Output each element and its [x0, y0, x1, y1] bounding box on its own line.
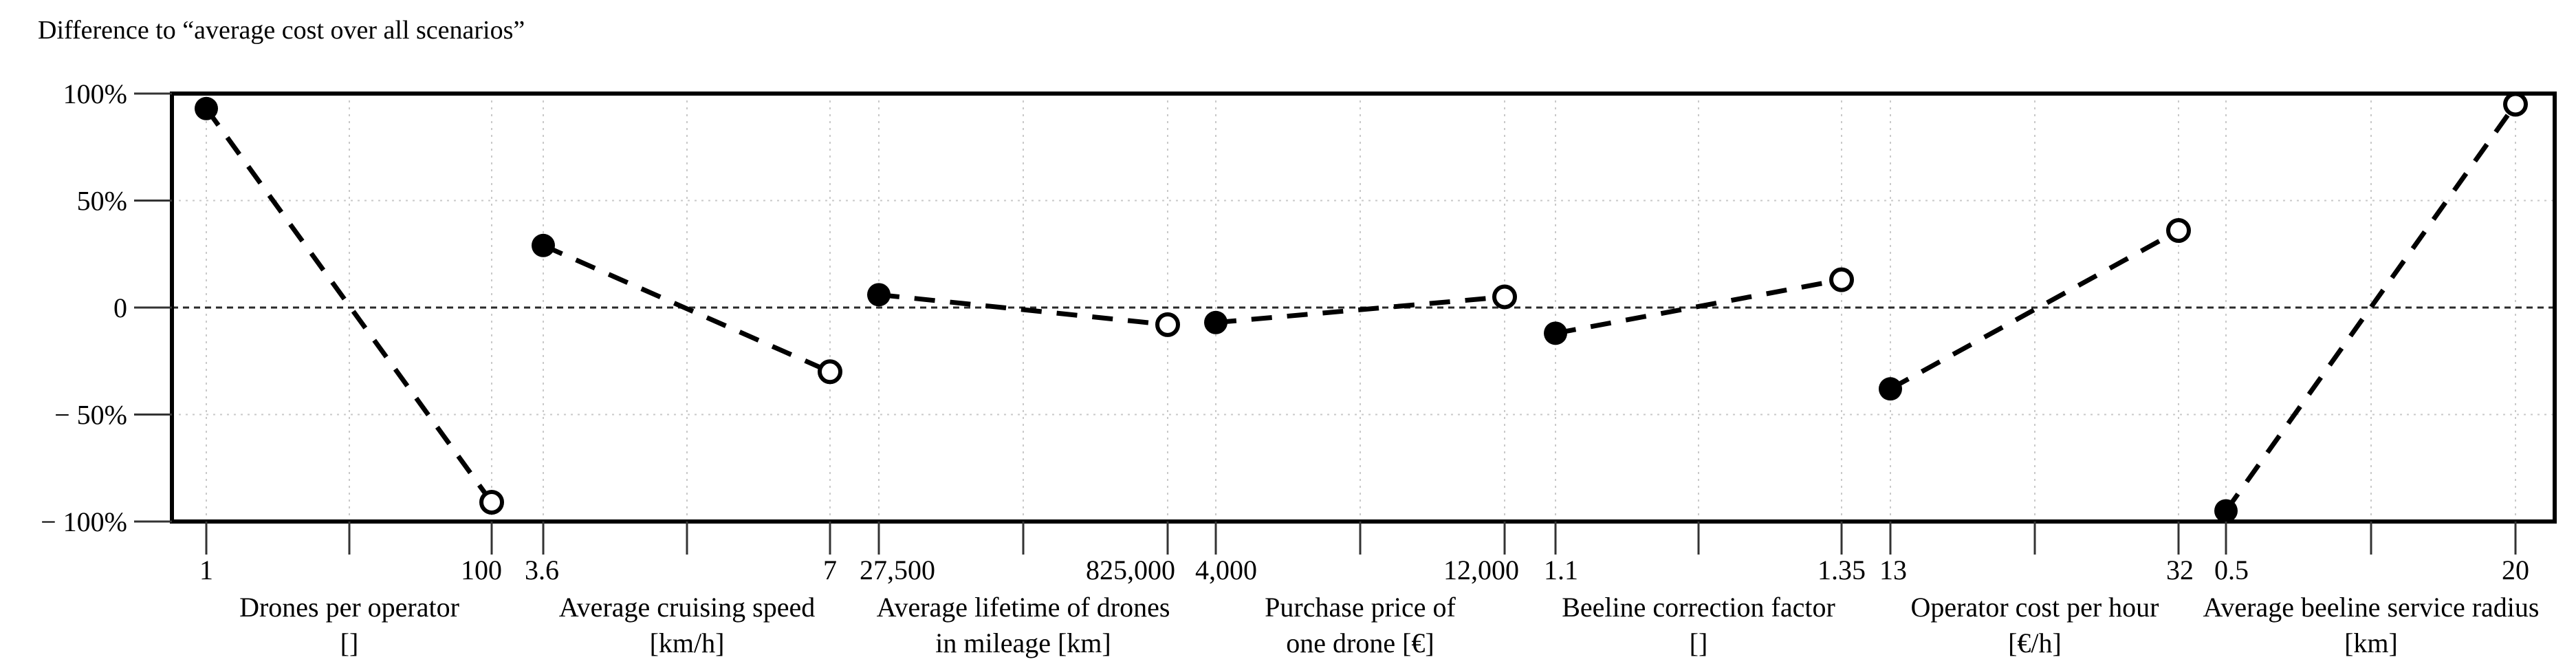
x-tick-label-low: 1: [199, 555, 213, 586]
y-tick-label: − 100%: [41, 506, 127, 537]
y-tick-label: − 50%: [54, 400, 127, 431]
panel-label-line1: Operator cost per hour: [1911, 592, 2159, 623]
chart-title: Difference to “average cost over all sce…: [38, 16, 525, 45]
series-dashed-line: [1215, 294, 1505, 325]
panel-label-line2: []: [1690, 627, 1708, 658]
x-tick-label-high: 1.35: [1818, 555, 1866, 586]
x-tick-label-low: 13: [1879, 555, 1907, 586]
x-tick-label-low: 27,500: [860, 555, 935, 586]
panel-label-line2: []: [340, 627, 359, 658]
panel-label-line2: [km]: [2344, 627, 2398, 658]
series-dashed-line: [2224, 103, 2518, 513]
x-tick-label-low: 4,000: [1195, 555, 1257, 586]
marker-high-open: [1829, 267, 1854, 292]
marker-low-filled: [1204, 310, 1227, 334]
marker-low-filled: [2214, 499, 2238, 523]
marker-low-filled: [1544, 321, 1567, 345]
marker-low-filled: [867, 283, 891, 307]
series-dashed-line: [1555, 277, 1842, 336]
marker-high-open: [1155, 312, 1180, 337]
marker-low-filled: [532, 233, 555, 257]
marker-high-open: [818, 359, 842, 385]
x-tick-label-low: 0.5: [2214, 555, 2249, 586]
marker-high-open: [2166, 218, 2191, 244]
panel-label-line2: in mileage [km]: [935, 627, 1111, 658]
y-tick-label: 50%: [77, 186, 127, 217]
y-tick-label: 100%: [63, 78, 127, 109]
marker-high-open: [2503, 92, 2528, 117]
panel-label-line1: Average beeline service radius: [2203, 592, 2539, 623]
panel-label-line2: [km/h]: [650, 627, 725, 658]
panel-label-line2: one drone [€]: [1286, 627, 1434, 658]
x-tick-label-high: 825,000: [1086, 555, 1175, 586]
marker-low-filled: [1879, 377, 1902, 401]
panel-label-line1: Beeline correction factor: [1562, 592, 1835, 623]
series-dashed-line: [204, 107, 494, 504]
y-tick-label: 0: [113, 292, 127, 323]
panel-label-line1: Purchase price of: [1265, 592, 1456, 623]
series-dashed-line: [878, 292, 1168, 327]
marker-low-filled: [195, 96, 218, 120]
x-tick-label-low: 3.6: [525, 555, 559, 586]
x-tick-label-high: 12,000: [1443, 555, 1519, 586]
panel-label-line2: [€/h]: [2008, 627, 2062, 658]
panel-label-line1: Drones per operator: [239, 592, 459, 623]
x-tick-label-low: 1.1: [1544, 555, 1578, 586]
x-tick-label-high: 100: [461, 555, 502, 586]
x-tick-label-high: 32: [2166, 555, 2194, 586]
panel-label-line1: Average lifetime of drones: [877, 592, 1170, 623]
x-tick-label-high: 20: [2502, 555, 2529, 586]
x-tick-label-high: 7: [823, 555, 837, 586]
series-dashed-line: [542, 243, 831, 374]
marker-high-open: [479, 490, 504, 515]
marker-high-open: [1492, 284, 1517, 310]
panel-label-line1: Average cruising speed: [559, 592, 815, 623]
series-dashed-line: [1889, 228, 2180, 391]
